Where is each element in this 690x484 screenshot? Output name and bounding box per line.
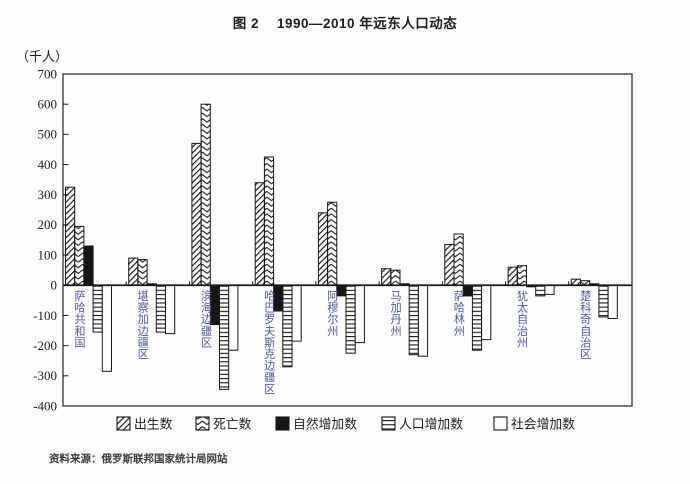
- category-label-7: 犹太自治州: [517, 290, 528, 349]
- bar-population-2: [219, 284, 230, 390]
- plot-frame: [62, 73, 633, 407]
- y-axis-unit-label: （千人）: [16, 49, 69, 64]
- bar-deaths-7: [516, 265, 527, 286]
- bar-deaths-6: [453, 233, 464, 286]
- category-label-6: 萨哈林州: [454, 290, 465, 338]
- bar-population-4: [345, 284, 356, 354]
- bar-births-8: [570, 278, 581, 286]
- bar-deaths-4: [327, 201, 338, 286]
- category-label-1: 堪察加边疆区: [138, 290, 149, 361]
- bar-deaths-3: [263, 156, 275, 286]
- legend-swatch-natural: [275, 416, 290, 431]
- y-tick-label--100: -100: [33, 308, 57, 323]
- source-note: 资料来源：俄罗斯联邦国家统计局网站: [49, 453, 228, 465]
- bar-population-3: [282, 284, 293, 368]
- category-label-8: 楚科奇自治区: [580, 289, 591, 361]
- bar-deaths-1: [137, 259, 148, 286]
- bar-births-5: [381, 268, 392, 286]
- chart-title: 图 2 1990—2010 年远东人口动态: [0, 12, 690, 32]
- bar-social-7: [544, 284, 555, 295]
- bar-births-6: [444, 244, 455, 286]
- y-tick-label-600: 600: [38, 97, 58, 112]
- bar-deaths-2: [200, 103, 211, 286]
- bar-social-3: [291, 284, 302, 342]
- legend-label-social: 社会增加数: [511, 417, 575, 432]
- bar-births-7: [507, 266, 518, 286]
- bar-population-6: [471, 284, 483, 351]
- bar-deaths-5: [390, 269, 401, 286]
- bar-population-7: [535, 284, 546, 297]
- legend-label-births: 出生数: [134, 418, 173, 432]
- legend-label-natural: 自然增加数: [293, 417, 357, 432]
- bar-social-4: [354, 284, 365, 344]
- y-tick-label-500: 500: [38, 127, 58, 142]
- y-tick-label-0: 0: [51, 278, 58, 293]
- bar-births-3: [254, 182, 265, 286]
- legend-swatch-births: [116, 416, 131, 431]
- bar-natural-0: [83, 245, 94, 286]
- bar-population-0: [92, 284, 103, 333]
- category-label-4: 阿穆尔州: [327, 290, 338, 338]
- bar-social-6: [481, 284, 492, 341]
- category-label-3: 哈巴罗夫斯克边疆区: [264, 290, 275, 396]
- y-tick-label-700: 700: [38, 66, 58, 81]
- y-tick-label-100: 100: [38, 247, 58, 262]
- y-tick-label-400: 400: [38, 157, 58, 172]
- legend-swatch-population: [381, 416, 396, 431]
- y-tick-label--300: -300: [33, 368, 57, 383]
- legend-label-deaths: 死亡数: [213, 418, 252, 432]
- bar-social-0: [101, 284, 113, 372]
- legend-swatch-social: [493, 416, 508, 431]
- bar-social-5: [417, 284, 429, 357]
- bar-social-1: [165, 284, 176, 335]
- bar-social-8: [607, 284, 618, 319]
- chart-title-text: 1990—2010 年远东人口动态: [276, 16, 458, 31]
- y-tick-label--400: -400: [33, 398, 57, 413]
- category-label-2: 滨海边疆区: [201, 289, 212, 349]
- bar-social-2: [228, 284, 239, 351]
- y-tick-label-300: 300: [38, 187, 58, 202]
- category-label-0: 萨哈共和国: [74, 290, 85, 349]
- bar-births-4: [317, 212, 329, 286]
- bar-population-8: [598, 284, 609, 318]
- y-tick-label-200: 200: [38, 217, 58, 232]
- bar-population-5: [408, 284, 419, 356]
- figure-number-label: 图 2: [232, 16, 259, 31]
- bar-births-1: [128, 257, 139, 286]
- bar-population-1: [155, 284, 167, 333]
- bar-deaths-0: [74, 225, 85, 286]
- legend-label-population: 人口增加数: [399, 418, 463, 432]
- bar-births-2: [191, 142, 202, 286]
- y-tick-label--200: -200: [33, 338, 57, 353]
- legend-swatch-deaths: [195, 416, 210, 431]
- bar-births-0: [65, 186, 76, 286]
- category-label-5: 马加丹州: [391, 290, 402, 338]
